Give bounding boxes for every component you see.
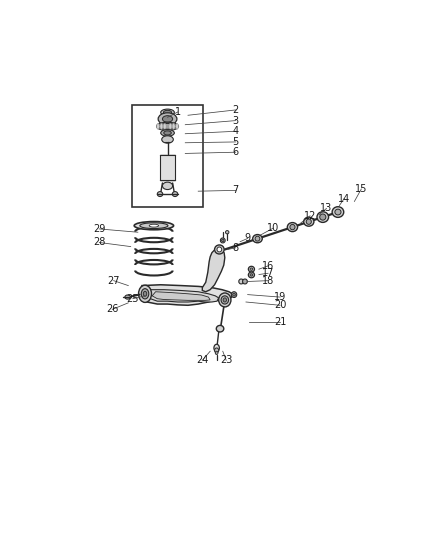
Ellipse shape — [163, 110, 172, 115]
Ellipse shape — [248, 272, 254, 278]
Bar — [160, 155, 175, 180]
Ellipse shape — [242, 279, 247, 284]
Ellipse shape — [164, 131, 171, 135]
Polygon shape — [152, 292, 210, 301]
Text: 26: 26 — [106, 304, 118, 314]
Text: 25: 25 — [126, 294, 139, 304]
Ellipse shape — [160, 124, 163, 129]
Ellipse shape — [220, 238, 225, 243]
Ellipse shape — [287, 223, 297, 232]
Ellipse shape — [215, 351, 218, 354]
Ellipse shape — [169, 124, 172, 129]
Text: 6: 6 — [233, 147, 239, 157]
Text: 4: 4 — [233, 126, 239, 136]
Ellipse shape — [231, 292, 237, 297]
Ellipse shape — [304, 217, 314, 226]
Ellipse shape — [219, 293, 231, 307]
Bar — [132, 105, 203, 207]
Ellipse shape — [320, 214, 326, 220]
Ellipse shape — [239, 279, 244, 284]
Ellipse shape — [290, 224, 295, 230]
Ellipse shape — [221, 296, 228, 304]
Ellipse shape — [176, 124, 179, 129]
Text: 23: 23 — [220, 356, 232, 365]
Polygon shape — [140, 285, 232, 305]
Ellipse shape — [233, 293, 235, 296]
Polygon shape — [202, 248, 225, 292]
Ellipse shape — [335, 209, 341, 215]
Ellipse shape — [163, 124, 166, 129]
Ellipse shape — [161, 109, 174, 116]
Ellipse shape — [332, 207, 344, 217]
Text: 16: 16 — [262, 261, 274, 271]
Text: 9: 9 — [245, 233, 251, 244]
Text: 5: 5 — [233, 137, 239, 147]
Ellipse shape — [141, 289, 149, 299]
Ellipse shape — [253, 235, 262, 243]
Ellipse shape — [248, 266, 254, 272]
Ellipse shape — [149, 224, 158, 227]
Ellipse shape — [162, 136, 173, 143]
Text: 20: 20 — [274, 300, 286, 310]
Text: 7: 7 — [233, 185, 239, 196]
Ellipse shape — [250, 268, 253, 270]
Text: 10: 10 — [267, 223, 279, 233]
Ellipse shape — [306, 219, 312, 224]
Ellipse shape — [317, 212, 329, 222]
Ellipse shape — [215, 348, 219, 353]
Text: 24: 24 — [196, 356, 209, 365]
Ellipse shape — [215, 245, 224, 254]
Ellipse shape — [125, 295, 130, 299]
Ellipse shape — [255, 236, 260, 241]
Ellipse shape — [214, 344, 220, 352]
Text: 13: 13 — [320, 204, 333, 213]
Ellipse shape — [162, 182, 172, 190]
Text: 2: 2 — [233, 105, 239, 115]
Text: 18: 18 — [262, 276, 274, 286]
Ellipse shape — [157, 124, 159, 129]
Ellipse shape — [158, 191, 163, 197]
Ellipse shape — [222, 239, 224, 241]
Ellipse shape — [226, 231, 229, 234]
Text: 29: 29 — [93, 224, 106, 234]
Ellipse shape — [139, 285, 151, 302]
Ellipse shape — [216, 325, 224, 332]
Text: 19: 19 — [274, 292, 286, 302]
Text: 15: 15 — [355, 184, 367, 194]
Text: 8: 8 — [233, 243, 239, 253]
Text: 12: 12 — [304, 211, 316, 221]
Ellipse shape — [143, 292, 147, 296]
Text: 28: 28 — [93, 238, 106, 247]
Text: 21: 21 — [274, 317, 286, 327]
Text: 17: 17 — [262, 268, 274, 278]
Text: 27: 27 — [107, 276, 120, 286]
Ellipse shape — [157, 122, 179, 131]
Text: 14: 14 — [338, 193, 350, 204]
Text: 1: 1 — [175, 107, 181, 117]
Ellipse shape — [159, 124, 176, 129]
Polygon shape — [148, 290, 219, 302]
Ellipse shape — [172, 124, 175, 129]
Ellipse shape — [250, 273, 253, 276]
Ellipse shape — [158, 113, 177, 125]
Ellipse shape — [223, 298, 227, 302]
Ellipse shape — [217, 247, 222, 252]
Text: 3: 3 — [233, 116, 239, 126]
Ellipse shape — [140, 223, 168, 229]
Ellipse shape — [172, 191, 178, 197]
Ellipse shape — [161, 130, 174, 136]
Ellipse shape — [162, 116, 172, 122]
Ellipse shape — [134, 222, 174, 230]
